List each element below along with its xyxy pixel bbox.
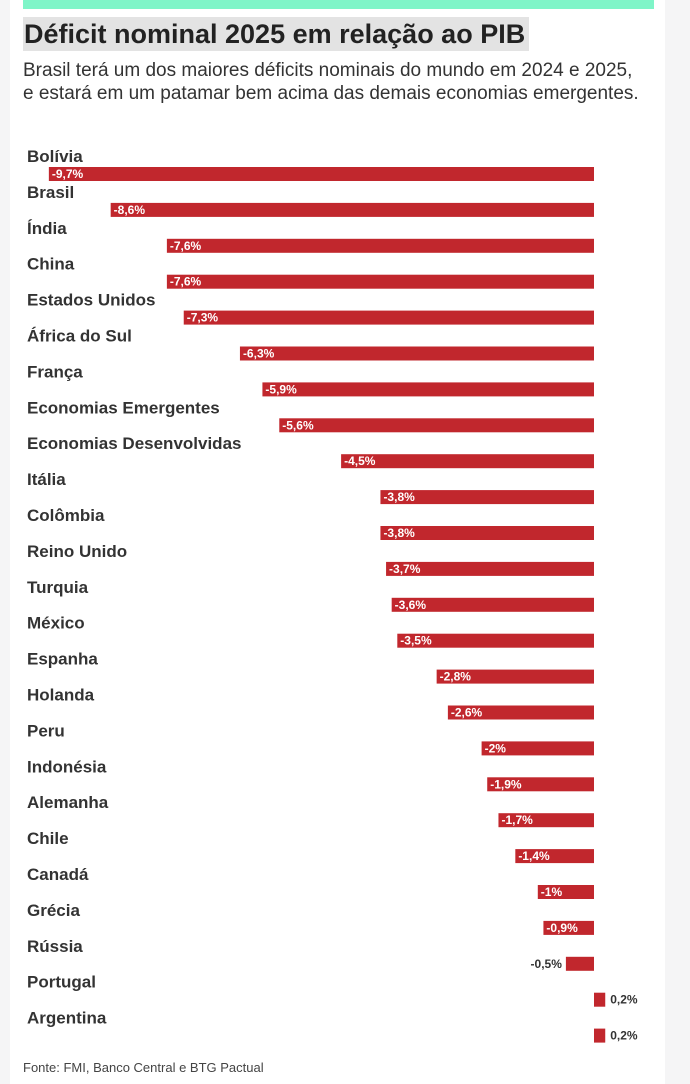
chart-subtitle: Brasil terá um dos maiores déficits nomi… (23, 60, 639, 104)
data-label: -3,7% (389, 562, 421, 576)
bar (447, 705, 594, 720)
data-label: -7,3% (187, 311, 219, 325)
bar (341, 454, 594, 469)
category-label: África do Sul (27, 327, 132, 346)
category-label: Turquia (27, 578, 89, 597)
data-label: -2% (485, 741, 507, 755)
data-label: -2,6% (451, 706, 483, 720)
data-label: -6,3% (243, 347, 275, 361)
data-label: -3,8% (383, 490, 415, 504)
data-label: -2,8% (440, 670, 472, 684)
data-label: -5,6% (282, 418, 314, 432)
data-label: -3,5% (400, 634, 432, 648)
data-label: -1,4% (518, 849, 550, 863)
bar (537, 885, 594, 899)
bar (515, 849, 594, 864)
category-label: França (27, 362, 83, 381)
bar (380, 490, 594, 505)
data-label: -9,7% (52, 167, 84, 181)
category-label: Índia (27, 219, 67, 238)
category-label: Brasil (27, 183, 74, 202)
bar (380, 526, 594, 540)
category-label: Rússia (27, 937, 83, 956)
category-label: China (27, 255, 75, 274)
category-label: Indonésia (27, 757, 107, 776)
data-label: -8,6% (114, 203, 146, 217)
category-label: México (27, 614, 85, 633)
bar (594, 1028, 606, 1043)
data-label: -7,6% (170, 275, 202, 289)
category-label: Alemanha (27, 793, 109, 812)
category-label: Chile (27, 829, 69, 848)
data-label: -0,5% (531, 957, 563, 971)
category-label: Economias Desenvolvidas (27, 434, 241, 453)
category-label: Colômbia (27, 506, 105, 525)
category-label: Portugal (27, 973, 96, 992)
data-label: -3,6% (395, 598, 427, 612)
bar (397, 633, 594, 648)
bar (386, 561, 594, 576)
category-label: Holanda (27, 686, 95, 705)
bar (110, 202, 595, 217)
data-label: -1% (541, 885, 563, 899)
bar (48, 167, 595, 181)
category-label: Itália (27, 470, 66, 489)
bar (565, 956, 594, 971)
category-label: Reino Unido (27, 542, 127, 561)
bar (166, 274, 594, 289)
category-label: Canadá (27, 865, 89, 884)
bar (279, 418, 594, 433)
category-label: Estados Unidos (27, 291, 155, 310)
bar (487, 777, 594, 792)
data-label: -1,7% (501, 813, 533, 827)
data-label: 0,2% (610, 993, 638, 1007)
bar (498, 813, 594, 828)
data-label: -1,9% (490, 777, 522, 791)
bar (183, 310, 595, 325)
data-label: -0,9% (546, 921, 578, 935)
bar (481, 741, 594, 756)
category-label: Grécia (27, 901, 80, 920)
accent-bar (23, 0, 654, 9)
data-label: -4,5% (344, 454, 376, 468)
bar (262, 382, 594, 397)
source-note: Fonte: FMI, Banco Central e BTG Pactual (23, 1060, 264, 1075)
bar (594, 992, 606, 1007)
category-label: Espanha (27, 650, 98, 669)
category-label: Argentina (27, 1009, 107, 1028)
bar (166, 238, 594, 253)
category-label: Bolívia (27, 147, 83, 166)
data-label: -5,9% (265, 382, 297, 396)
data-label: 0,2% (610, 1029, 638, 1043)
category-label: Peru (27, 721, 65, 740)
bar (436, 669, 594, 684)
bar (239, 346, 594, 361)
bar (391, 597, 594, 612)
data-label: -3,8% (383, 526, 415, 540)
category-label: Economias Emergentes (27, 398, 220, 417)
bar (543, 920, 594, 935)
data-label: -7,6% (170, 239, 202, 253)
chart-title: Déficit nominal 2025 em relação ao PIB (23, 17, 530, 51)
